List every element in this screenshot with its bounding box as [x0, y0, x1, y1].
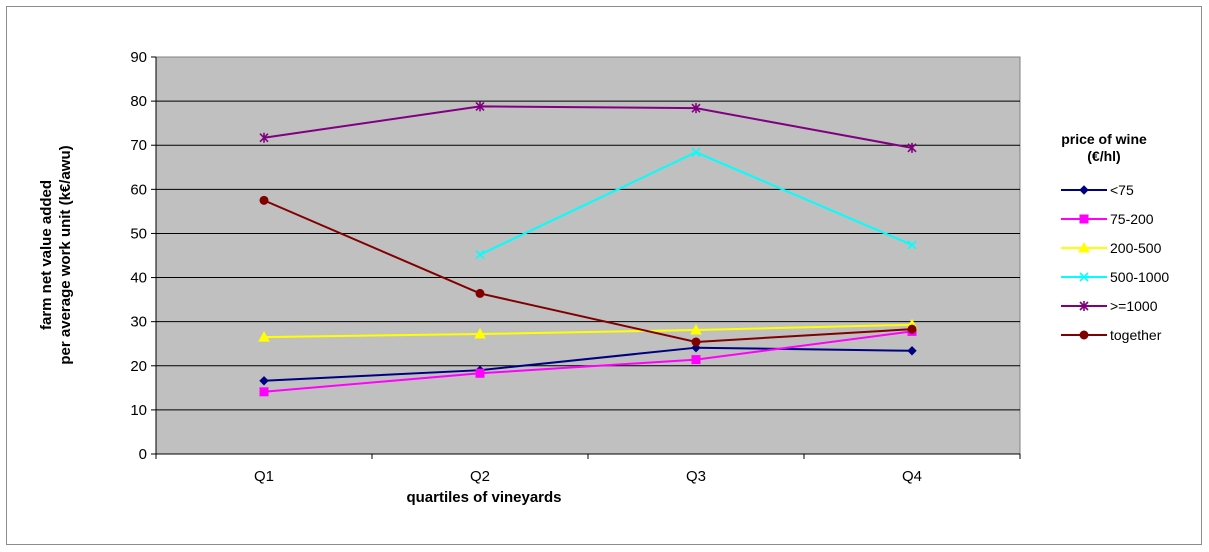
data-point: [907, 142, 917, 153]
x-tick-label: Q1: [254, 468, 274, 485]
series-group: [258, 101, 918, 397]
chart-frame: 0 10 20 30 40 50 60 70 80 90 Q1 Q2 Q3 Q4 farm net va…: [6, 6, 1202, 545]
data-point: [475, 250, 485, 260]
legend-item: <75: [1061, 182, 1134, 198]
legend-swatch-marker: [1079, 301, 1089, 311]
x-tick-label: Q3: [686, 468, 706, 485]
data-point: [475, 101, 485, 112]
series-line: [263, 330, 913, 393]
x-tick-label: Q4: [902, 468, 922, 485]
legend-swatch-marker: [1079, 330, 1089, 340]
y-axis-label-line-2: per average work unit (k€/awu): [57, 145, 74, 364]
series-line: [263, 199, 913, 343]
legend-item: 75-200: [1061, 211, 1154, 227]
legend-label: >=1000: [1110, 298, 1158, 314]
y-tick-label: 10: [130, 402, 147, 419]
y-tick-label: 50: [130, 225, 147, 242]
data-point: [475, 368, 485, 378]
legend-swatch-marker: [1079, 214, 1089, 224]
data-point: [907, 240, 917, 250]
y-tick-label: 20: [130, 358, 147, 375]
y-tick-label: 60: [130, 181, 147, 198]
data-point: [259, 195, 269, 205]
x-axis-label: quartiles of vineyards: [406, 489, 561, 506]
series-line: [263, 105, 913, 149]
legend-title-line-1: price of wine: [1061, 131, 1147, 147]
legend-swatch-marker: [1078, 241, 1090, 253]
legend-title-line-2: (€/hl): [1087, 148, 1120, 164]
plot-area: [155, 56, 1021, 455]
grid-lines: [156, 100, 1020, 411]
legend-swatch-marker: [1079, 185, 1089, 195]
series-4: [475, 147, 917, 260]
legend-label: 75-200: [1110, 211, 1154, 227]
data-point: [475, 288, 485, 298]
data-point: [907, 324, 917, 334]
y-tick-label: 0: [139, 446, 147, 463]
legend-label: 200-500: [1110, 240, 1162, 256]
data-point: [691, 355, 701, 365]
legend-item: 500-1000: [1061, 269, 1169, 285]
data-point: [259, 132, 269, 143]
series-line: [263, 346, 913, 382]
y-tick-label: 90: [130, 49, 147, 66]
legend-label: together: [1110, 327, 1162, 343]
series-5: [259, 101, 917, 153]
data-point: [259, 376, 269, 386]
legend-label: <75: [1110, 182, 1134, 198]
series-6: [259, 195, 917, 347]
x-tick-label: Q2: [470, 468, 490, 485]
data-point: [691, 337, 701, 347]
legend-item: >=1000: [1061, 298, 1158, 314]
legend-swatch-marker: [1079, 272, 1089, 282]
y-tick-label: 30: [130, 314, 147, 331]
series-line: [263, 323, 913, 339]
data-point: [259, 387, 269, 397]
legend: price of wine (€/hl) <75 75-200 200-500 500…: [1061, 131, 1169, 343]
y-tick-label: 40: [130, 270, 147, 287]
y-axis-label-line-1: farm net value added: [38, 180, 55, 330]
data-point: [258, 331, 270, 342]
y-tick-label: 70: [130, 137, 147, 154]
data-point: [474, 327, 486, 339]
legend-label: 500-1000: [1110, 269, 1169, 285]
data-point: [691, 147, 701, 157]
legend-item: together: [1061, 327, 1162, 343]
data-point: [691, 103, 701, 114]
line-chart: 0 10 20 30 40 50 60 70 80 90 Q1 Q2 Q3 Q4 farm net va…: [38, 49, 1169, 506]
y-tick-label: 80: [130, 93, 147, 110]
y-axis-ticks: 0 10 20 30 40 50 60 70 80 90: [130, 49, 156, 463]
legend-item: 200-500: [1061, 240, 1162, 256]
data-point: [690, 324, 702, 335]
x-axis-ticks: Q1 Q2 Q3 Q4: [155, 454, 1021, 485]
data-point: [907, 346, 917, 356]
